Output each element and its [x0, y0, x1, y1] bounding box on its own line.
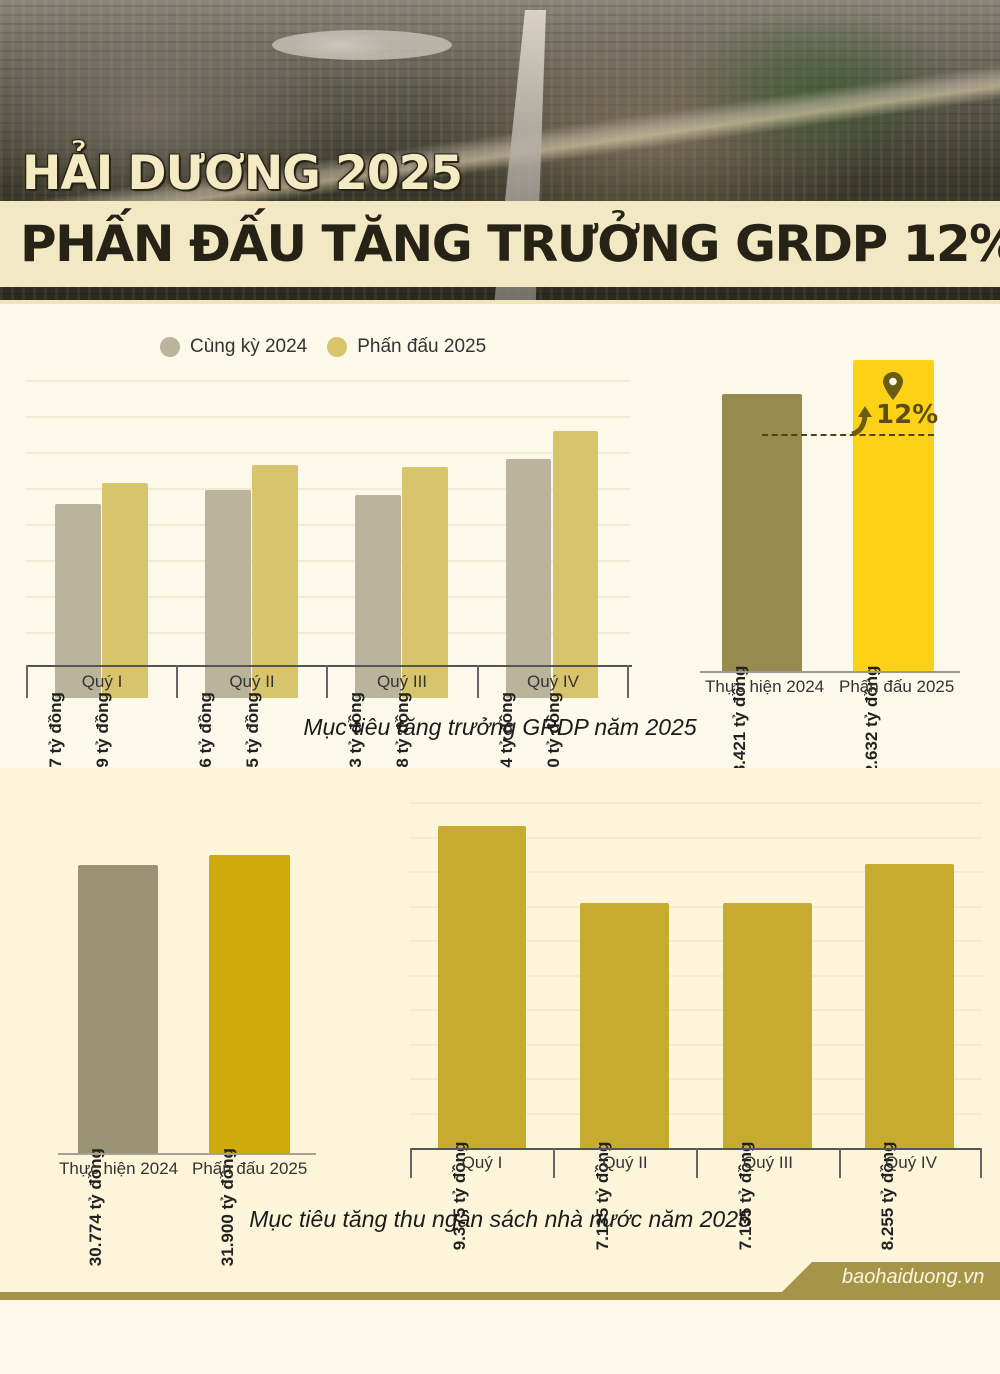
- source-link[interactable]: baohaiduong.vn: [842, 1266, 985, 1288]
- grdp-total-chart: 118.421 tỷ đồng 132.632 tỷ đồng 12%: [700, 346, 962, 794]
- hero-title-band: PHẤN ĐẤU TĂNG TRƯỞNG GRDP 12%: [0, 201, 1000, 287]
- x-axis: [26, 665, 632, 667]
- hero-banner: HẢI DƯƠNG 2025 PHẤN ĐẤU TĂNG TRƯỞNG GRDP…: [0, 0, 1000, 304]
- grid-line: [26, 488, 630, 490]
- axis-tick: [839, 1148, 841, 1178]
- grid-line: [410, 1009, 982, 1011]
- grid-line: [410, 906, 982, 908]
- x-axis: [58, 1153, 316, 1155]
- axis-tick: [326, 665, 328, 698]
- axis-tick: [410, 1148, 412, 1178]
- grdp-quarterly-chart: 27.217 tỷ đồng 30.209 tỷ đồng 29.196 tỷ …: [26, 380, 630, 810]
- legend-dot-2025: [327, 337, 348, 357]
- grid-line: [26, 524, 630, 526]
- grid-line: [410, 1113, 982, 1115]
- budget-quarterly-chart: 9.375 tỷ đồng 7.135 tỷ đồng 7.135 tỷ đồn…: [410, 802, 982, 1251]
- bar-q3-2024[interactable]: 28.513 tỷ đồng: [346, 495, 401, 810]
- baseline-dashed-line: [762, 434, 934, 436]
- bar-budget-2025[interactable]: 31.900 tỷ đồng: [209, 855, 290, 1266]
- location-pin-icon: [883, 372, 903, 400]
- grid-line: [410, 1044, 982, 1046]
- x-label-q1: Quý I: [461, 1153, 503, 1172]
- x-label-q4: Quý IV: [885, 1153, 937, 1172]
- chart-legend: Cùng kỳ 2024 Phấn đấu 2025: [160, 336, 486, 358]
- bar-budget-q3[interactable]: 7.135 tỷ đồng: [723, 903, 812, 1251]
- hero-lake: [272, 30, 452, 60]
- grdp-section: Cùng kỳ 2024 Phấn đấu 2025 27.217 tỷ đồn…: [0, 306, 1000, 810]
- bar-budget-q2[interactable]: 7.135 tỷ đồng: [580, 903, 669, 1251]
- axis-tick: [176, 665, 178, 698]
- hero-title-location: HẢI DƯƠNG 2025: [22, 146, 463, 201]
- axis-tick: [553, 1148, 555, 1178]
- axis-tick: [627, 665, 629, 698]
- x-label-q1: Quý I: [81, 672, 123, 691]
- grid-line: [26, 452, 630, 454]
- grid-line: [410, 975, 982, 977]
- footer-spacer: [0, 1300, 1000, 1374]
- axis-tick: [477, 665, 479, 698]
- bar-q2-2024[interactable]: 29.196 tỷ đồng: [196, 490, 251, 810]
- legend-label-2025: Phấn đấu 2025: [357, 336, 487, 357]
- hero-title-headline: PHẤN ĐẤU TĂNG TRƯỞNG GRDP 12%: [20, 215, 1000, 273]
- grid-line: [410, 940, 982, 942]
- x-label-2025: Phấn đấu 2025: [839, 677, 955, 696]
- x-label-2024: Thực hiện 2024: [59, 1159, 179, 1178]
- budget-total-chart: 30.774 tỷ đồng 31.900 tỷ đồng: [58, 828, 316, 1266]
- x-label-q4: Quý IV: [527, 672, 579, 691]
- x-label-2025: Phấn đấu 2025: [192, 1159, 308, 1178]
- legend-label-2024: Cùng kỳ 2024: [190, 336, 308, 357]
- bar-budget-q1[interactable]: 9.375 tỷ đồng: [438, 826, 526, 1251]
- x-label-q2: Quý II: [229, 672, 275, 691]
- hero-divider: [0, 300, 1000, 304]
- legend-item-2025: Phấn đấu 2025: [327, 336, 486, 358]
- budget-section: 30.774 tỷ đồng 31.900 tỷ đồng Thực hiện …: [0, 768, 1000, 1374]
- x-label-q3: Quý III: [376, 672, 428, 691]
- x-label-q2: Quý II: [602, 1153, 648, 1172]
- x-axis: [700, 671, 960, 673]
- axis-tick: [696, 1148, 698, 1178]
- bar-budget-2024[interactable]: 30.774 tỷ đồng: [78, 865, 158, 1266]
- x-label-q3: Quý III: [742, 1153, 794, 1172]
- bar-q2-2025[interactable]: 32.635 tỷ đồng: [243, 465, 298, 810]
- x-label-2024: Thực hiện 2024: [705, 677, 825, 696]
- grid-line: [26, 416, 630, 418]
- grid-line: [410, 871, 982, 873]
- grdp-chart-caption: Mục tiêu tăng trưởng GRDP năm 2025: [303, 714, 697, 740]
- axis-tick: [26, 665, 28, 698]
- grid-line: [410, 802, 982, 804]
- footer-band: [0, 1292, 1000, 1300]
- bar-grdp-2024[interactable]: 118.421 tỷ đồng: [722, 394, 802, 793]
- axis-tick: [980, 1148, 982, 1178]
- budget-chart-caption: Mục tiêu tăng thu ngân sách nhà nước năm…: [249, 1206, 751, 1232]
- growth-arrow-icon: [851, 406, 872, 436]
- growth-percent-label: 12%: [876, 400, 939, 430]
- legend-item-2024: Cùng kỳ 2024: [160, 336, 307, 358]
- legend-dot-2024: [160, 337, 180, 357]
- grid-line: [26, 596, 630, 598]
- grid-line: [26, 380, 630, 382]
- bar-q4-2025[interactable]: 37.360 tỷ đồng: [544, 431, 598, 810]
- bar-q4-2024[interactable]: 33.494 tỷ đồng: [497, 459, 551, 810]
- grid-line: [26, 560, 630, 562]
- grid-line: [410, 1078, 982, 1080]
- bar-q3-2025[interactable]: 32.428 tỷ đồng: [393, 467, 448, 810]
- bar-budget-q4[interactable]: 8.255 tỷ đồng: [865, 864, 954, 1251]
- footer-tab: [780, 1262, 1000, 1294]
- grid-line: [26, 632, 630, 634]
- bar-q1-2025[interactable]: 30.209 tỷ đồng: [93, 483, 148, 810]
- bar-q1-2024[interactable]: 27.217 tỷ đồng: [46, 504, 101, 810]
- grid-line: [410, 837, 982, 839]
